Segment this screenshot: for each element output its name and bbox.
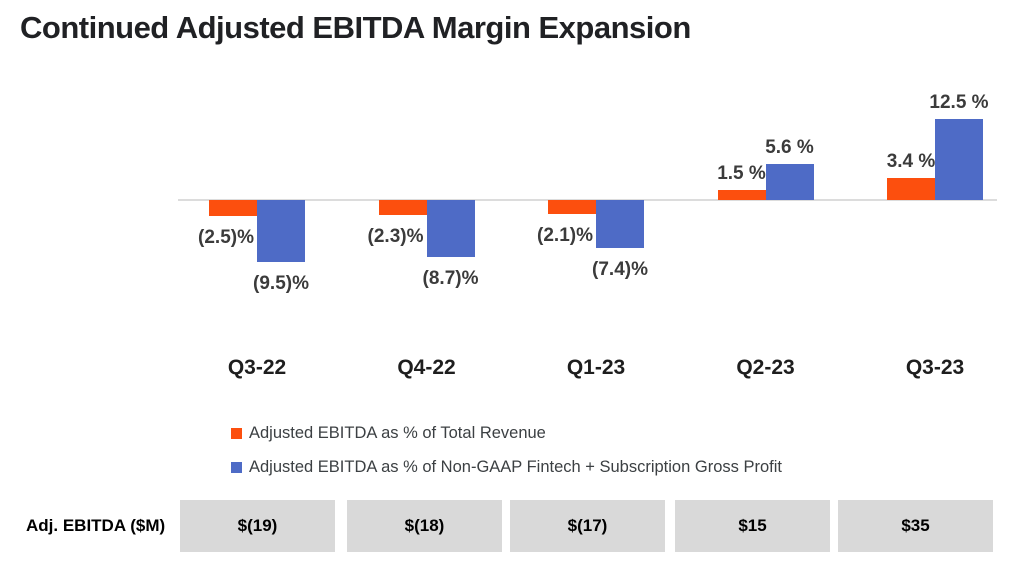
adj-ebitda-row-label: Adj. EBITDA ($M) bbox=[26, 516, 166, 535]
adj-ebitda-table-row: Adj. EBITDA ($M) $(19) $(18) $(17) $15 $35 bbox=[0, 500, 1024, 552]
legend-item-gross-profit: Adjusted EBITDA as % of Non-GAAP Fintech… bbox=[231, 456, 782, 478]
legend-label: Adjusted EBITDA as % of Total Revenue bbox=[249, 423, 546, 442]
bar-value-label: 1.5 % bbox=[717, 163, 766, 185]
adj-ebitda-value-Q4-22: $(18) bbox=[347, 500, 502, 552]
blue-bar-Q3-22 bbox=[257, 200, 305, 262]
x-axis-label-Q1-23: Q1-23 bbox=[566, 356, 626, 379]
orange-bar-Q3-22 bbox=[209, 200, 257, 217]
blue-bar-Q4-22 bbox=[426, 200, 475, 257]
bar-value-label: (2.1)% bbox=[537, 224, 593, 246]
legend-swatch-blue bbox=[231, 461, 242, 473]
page-title: Continued Adjusted EBITDA Margin Expansi… bbox=[20, 10, 691, 45]
blue-bar-Q3-23 bbox=[935, 118, 983, 201]
orange-bar-Q1-23 bbox=[548, 200, 596, 214]
bar-value-label: (8.7)% bbox=[422, 267, 479, 289]
x-axis-label-Q3-23: Q3-23 bbox=[905, 356, 965, 379]
bar-value-label: (9.5)% bbox=[253, 272, 309, 294]
x-axis-label-Q2-23: Q2-23 bbox=[736, 356, 795, 379]
bar-value-label: 5.6 % bbox=[765, 136, 814, 158]
bar-value-label: (2.5)% bbox=[198, 227, 254, 249]
adj-ebitda-value-Q3-23: $35 bbox=[838, 500, 993, 552]
ebitda-margin-bar-chart: (2.5)% (9.5)% Q3-22 (2.3)% (8.7)% Q4-22 (2.1)%… bbox=[178, 91, 997, 379]
chart-legend: Adjusted EBITDA as % of Total Revenue Ad… bbox=[231, 422, 782, 490]
adj-ebitda-value-Q3-22: $(19) bbox=[180, 500, 335, 552]
orange-bar-Q2-23 bbox=[717, 190, 766, 201]
bar-value-label: (7.4)% bbox=[592, 259, 648, 281]
adj-ebitda-value-Q1-23: $(17) bbox=[510, 500, 665, 552]
orange-bar-Q4-22 bbox=[378, 200, 427, 215]
adj-ebitda-value-Q2-23: $15 bbox=[675, 500, 830, 552]
orange-bar-Q3-23 bbox=[887, 177, 935, 200]
legend-label: Adjusted EBITDA as % of Non-GAAP Fintech… bbox=[249, 457, 782, 476]
legend-swatch-orange bbox=[231, 427, 242, 439]
bar-value-label: (2.3)% bbox=[367, 225, 424, 247]
x-axis-label-Q4-22: Q4-22 bbox=[397, 356, 456, 379]
blue-bar-Q1-23 bbox=[596, 200, 644, 249]
bar-value-label: 3.4 % bbox=[886, 150, 936, 172]
x-axis-label-Q3-22: Q3-22 bbox=[227, 356, 287, 379]
bar-value-label: 12.5 % bbox=[929, 91, 989, 113]
legend-item-total-revenue: Adjusted EBITDA as % of Total Revenue bbox=[231, 422, 782, 444]
blue-bar-Q2-23 bbox=[765, 163, 814, 200]
